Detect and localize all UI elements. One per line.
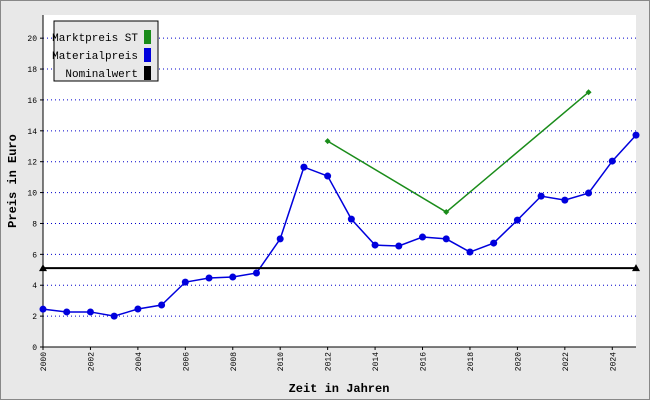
point (608, 157, 616, 165)
point (490, 239, 498, 247)
y-tick-label: 14 (27, 128, 37, 137)
y-tick-label: 12 (27, 159, 37, 168)
point (585, 189, 593, 197)
point (252, 269, 260, 277)
y-tick-label: 18 (27, 66, 37, 75)
y-axis-label: Preis in Euro (6, 134, 20, 228)
y-tick-label: 6 (32, 251, 37, 260)
legend-swatch (144, 48, 151, 62)
point (537, 192, 545, 200)
x-tick-label: 2004 (135, 352, 144, 371)
point (300, 163, 308, 171)
point (632, 264, 640, 272)
point (205, 274, 213, 282)
point (513, 216, 521, 224)
point (561, 196, 569, 204)
point (395, 242, 403, 250)
x-tick-label: 2012 (325, 352, 334, 371)
point (86, 308, 94, 316)
y-tick-label: 8 (32, 220, 37, 229)
point (324, 138, 331, 145)
point (324, 172, 332, 180)
point (419, 233, 427, 241)
point (39, 305, 47, 313)
legend: Marktpreis ST Materialpreis Nominalwert (52, 20, 159, 82)
point (63, 308, 71, 316)
x-tick-label: 2000 (40, 352, 49, 371)
x-tick-label: 2024 (609, 352, 618, 371)
point (442, 235, 450, 243)
x-tick-label: 2018 (467, 352, 476, 371)
point (466, 248, 474, 256)
x-tick-label: 2010 (277, 352, 286, 371)
x-tick-label: 2022 (562, 352, 571, 371)
legend-box (53, 20, 159, 82)
point (110, 312, 118, 320)
y-tick-label: 20 (27, 35, 37, 44)
point (134, 305, 142, 313)
point (585, 89, 592, 96)
point (371, 241, 379, 249)
x-tick-label: 2006 (182, 352, 191, 371)
point (347, 215, 355, 223)
y-tick-label: 16 (27, 97, 37, 106)
y-tick-label: 2 (32, 313, 37, 322)
x-axis-label: Zeit in Jahren (289, 382, 390, 396)
y-tick-label: 0 (32, 344, 37, 353)
x-tick-label: 2002 (87, 352, 96, 371)
legend-swatch (144, 30, 151, 44)
point (276, 235, 284, 243)
x-tick-label: 2016 (420, 352, 429, 371)
legend-swatch (144, 66, 151, 80)
point (158, 301, 166, 309)
y-tick-label: 4 (32, 282, 37, 291)
point (632, 131, 640, 139)
legend-label: Marktpreis ST (52, 33, 138, 45)
series-line (42, 134, 637, 317)
x-tick-label: 2014 (372, 352, 381, 371)
point (181, 278, 189, 286)
x-tick-label: 2008 (230, 352, 239, 371)
y-tick-label: 10 (27, 190, 37, 199)
point (229, 273, 237, 281)
legend-label: Materialpreis (52, 51, 138, 63)
point (443, 209, 450, 216)
point (39, 264, 47, 272)
legend-label: Nominalwert (65, 69, 138, 81)
x-tick-label: 2020 (514, 352, 523, 371)
